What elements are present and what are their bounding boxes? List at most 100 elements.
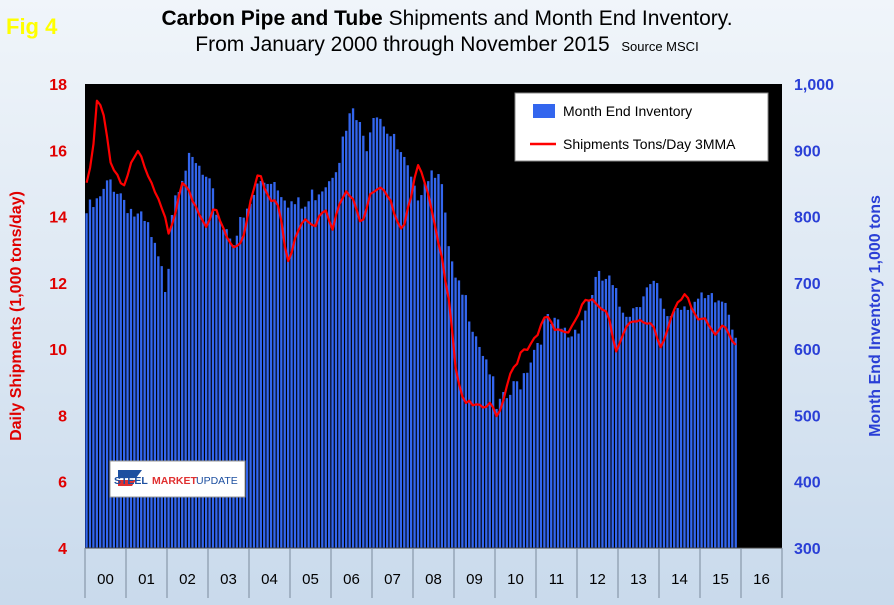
inventory-bar [573, 329, 577, 548]
figure-label: Fig 4 [6, 14, 58, 39]
inventory-bar [286, 207, 290, 548]
inventory-bar [413, 185, 416, 548]
x-tick-label: 16 [753, 571, 770, 588]
inventory-bar [556, 319, 560, 548]
inventory-bar [163, 291, 167, 548]
inventory-bar [577, 333, 580, 548]
x-tick-label: 05 [302, 571, 319, 588]
x-tick-label: 00 [97, 571, 114, 588]
inventory-bar [232, 245, 235, 548]
inventory-bar [375, 117, 379, 549]
inventory-bar [662, 308, 666, 548]
inventory-bar [368, 132, 372, 548]
inventory-bar [567, 337, 570, 548]
inventory-bar [256, 183, 259, 548]
inventory-bar [184, 170, 187, 548]
title-line2: From January 2000 through November 2015 [195, 33, 610, 56]
inventory-bar [409, 176, 413, 548]
inventory-bar [324, 187, 327, 548]
x-tick-label: 11 [549, 571, 565, 588]
inventory-bar [99, 196, 102, 548]
inventory-bar [659, 298, 662, 548]
inventory-bar [509, 394, 512, 548]
left-tick-label: 4 [58, 541, 67, 558]
inventory-bar [143, 220, 146, 548]
inventory-bar [673, 310, 676, 548]
inventory-bar [628, 316, 631, 548]
inventory-bar [345, 130, 348, 548]
inventory-bar [379, 118, 382, 549]
inventory-bar [88, 199, 92, 548]
inventory-bar [109, 179, 112, 549]
inventory-bar [334, 172, 338, 548]
inventory-bar [235, 235, 239, 548]
inventory-bar [92, 207, 95, 548]
inventory-bar [488, 374, 491, 548]
legend-swatch-bars [533, 104, 555, 118]
logo-box [109, 460, 246, 498]
inventory-bar [468, 321, 471, 548]
x-tick-label: 04 [261, 571, 278, 588]
x-tick-label: 13 [630, 571, 647, 588]
x-tick-label: 12 [589, 571, 606, 588]
inventory-bar [550, 323, 553, 548]
inventory-bar [474, 336, 478, 548]
inventory-bar [614, 288, 618, 548]
inventory-bars [85, 108, 737, 549]
inventory-bar [594, 276, 597, 548]
inventory-bar [215, 214, 218, 548]
x-tick-label: 10 [507, 571, 524, 588]
inventory-bar [710, 293, 713, 548]
inventory-bar [669, 316, 672, 548]
inventory-bar [532, 349, 536, 548]
inventory-bar [515, 381, 519, 548]
left-tick-label: 16 [49, 143, 67, 160]
inventory-bar [433, 177, 437, 548]
inventory-bar [621, 312, 625, 548]
inventory-bar [444, 212, 447, 548]
legend: Month End Inventory Shipments Tons/Day 3M… [514, 92, 769, 162]
x-tick-label: 01 [138, 571, 155, 588]
inventory-bar [249, 203, 252, 548]
x-tick-label: 08 [425, 571, 442, 588]
inventory-bar [382, 126, 385, 548]
left-tick-label: 14 [49, 210, 67, 227]
left-tick-label: 10 [49, 342, 67, 359]
inventory-bar [222, 229, 225, 548]
inventory-bar [167, 268, 170, 548]
inventory-bar [116, 193, 119, 548]
right-tick-label: 600 [794, 342, 821, 359]
legend-label-shipments: Shipments Tons/Day 3MMA [563, 136, 736, 152]
inventory-bar [211, 188, 215, 549]
inventory-bar [136, 213, 139, 548]
x-tick-label: 09 [466, 571, 483, 588]
right-tick-label: 900 [794, 143, 821, 160]
inventory-bar [423, 183, 426, 548]
inventory-bar [170, 214, 174, 548]
inventory-bar [181, 180, 184, 548]
inventory-bar [160, 266, 163, 548]
inventory-bar [430, 170, 433, 548]
inventory-bar [666, 316, 669, 548]
inventory-bar [440, 184, 444, 548]
inventory-bar [317, 194, 321, 548]
legend-label-inventory: Month End Inventory [563, 103, 692, 119]
inventory-bar [153, 242, 157, 548]
inventory-bar [591, 294, 594, 548]
inventory-bar [239, 217, 242, 548]
inventory-bar [242, 217, 245, 548]
inventory-bar [450, 261, 454, 548]
inventory-bar [727, 314, 731, 548]
left-tick-label: 8 [58, 408, 67, 425]
inventory-bar [204, 176, 208, 548]
inventory-bar [717, 300, 720, 548]
inventory-bar [386, 133, 389, 548]
inventory-bar [696, 298, 700, 548]
left-tick-label: 6 [58, 475, 67, 492]
inventory-bar [126, 213, 129, 548]
inventory-bar [645, 287, 649, 548]
shipments-line-group [85, 99, 737, 418]
right-tick-label: 500 [794, 408, 821, 425]
inventory-bar [225, 229, 228, 548]
right-axis-title: Month End Inventory 1,000 tons [867, 195, 884, 437]
